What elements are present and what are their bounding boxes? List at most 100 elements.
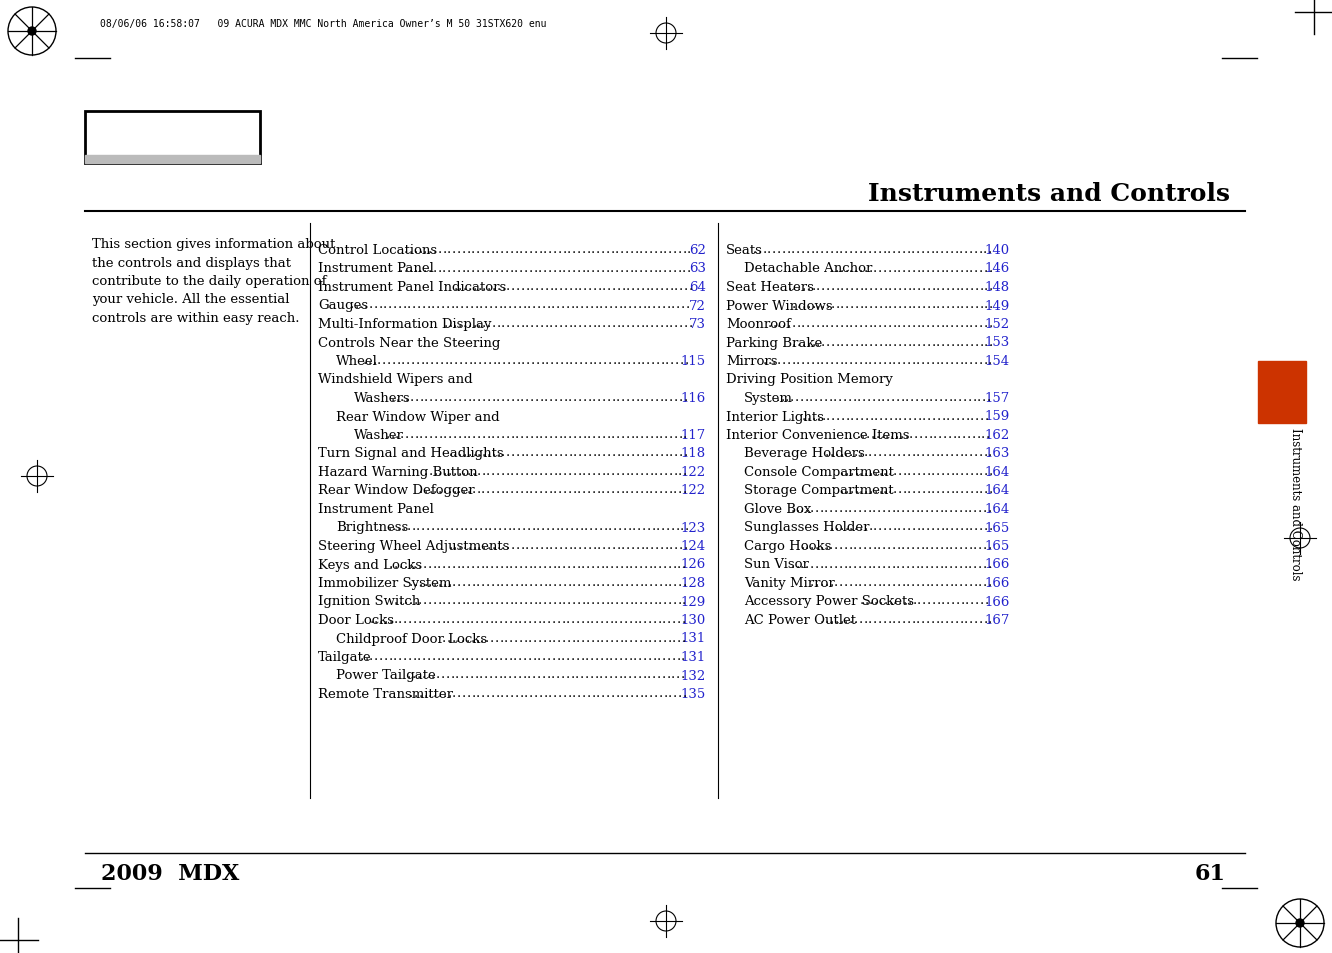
Text: AC Power Outlet: AC Power Outlet (745, 614, 856, 626)
Text: .: . (557, 649, 561, 662)
Text: .: . (472, 576, 476, 588)
Text: .: . (424, 464, 428, 477)
Text: .: . (657, 520, 661, 533)
Text: Instruments and Controls: Instruments and Controls (868, 182, 1229, 206)
Text: .: . (633, 649, 638, 662)
Text: .: . (679, 538, 683, 552)
Text: .: . (486, 446, 492, 459)
Text: .: . (562, 576, 567, 588)
Text: .: . (522, 520, 526, 533)
Text: .: . (594, 520, 598, 533)
Text: .: . (854, 243, 858, 255)
Text: .: . (859, 464, 863, 477)
Text: .: . (426, 649, 432, 662)
Text: .: . (519, 483, 523, 496)
Text: .: . (453, 464, 457, 477)
Text: .: . (935, 316, 940, 330)
Text: .: . (815, 354, 819, 367)
Text: .: . (887, 576, 891, 588)
Text: .: . (454, 354, 458, 367)
Text: .: . (896, 576, 900, 588)
Text: .: . (557, 594, 562, 607)
Text: .: . (492, 538, 496, 552)
Text: .: . (904, 428, 908, 440)
Text: .: . (687, 261, 691, 274)
Text: .: . (926, 446, 930, 459)
Text: .: . (390, 391, 394, 403)
Text: .: . (547, 631, 551, 644)
Text: .: . (647, 613, 653, 625)
Text: .: . (839, 538, 843, 552)
Text: .: . (453, 446, 457, 459)
Text: .: . (485, 261, 490, 274)
Text: .: . (848, 576, 852, 588)
Text: .: . (529, 243, 533, 255)
Text: System: System (745, 392, 793, 405)
Text: .: . (384, 649, 388, 662)
Text: .: . (855, 335, 859, 348)
Text: .: . (903, 594, 907, 607)
Text: .: . (519, 428, 525, 440)
Text: Interior Convenience Items: Interior Convenience Items (726, 429, 910, 441)
Text: .: . (462, 538, 468, 552)
Text: .: . (940, 613, 944, 625)
Text: .: . (414, 686, 418, 700)
Text: .: . (585, 298, 589, 312)
Text: Console Compartment: Console Compartment (745, 465, 894, 478)
Text: .: . (852, 538, 858, 552)
Text: 130: 130 (681, 614, 706, 626)
Text: .: . (476, 594, 480, 607)
Text: .: . (931, 464, 935, 477)
Text: .: . (573, 686, 577, 700)
Text: Controls Near the Steering: Controls Near the Steering (318, 336, 501, 349)
Text: .: . (374, 298, 378, 312)
Text: .: . (658, 261, 662, 274)
Text: .: . (983, 446, 988, 459)
Text: .: . (790, 557, 795, 570)
Text: .: . (621, 464, 625, 477)
Text: .: . (482, 391, 486, 403)
Text: .: . (940, 243, 944, 255)
Text: .: . (907, 298, 911, 312)
Text: .: . (782, 316, 786, 330)
Text: .: . (683, 280, 689, 293)
Text: .: . (679, 280, 683, 293)
Text: .: . (477, 428, 481, 440)
Text: .: . (665, 428, 669, 440)
Text: .: . (654, 428, 659, 440)
Text: .: . (398, 613, 402, 625)
Text: .: . (631, 280, 635, 293)
Text: .: . (979, 280, 983, 293)
Text: .: . (573, 280, 578, 293)
Text: .: . (635, 538, 639, 552)
Text: .: . (533, 557, 537, 570)
Text: .: . (408, 298, 412, 312)
Text: .: . (983, 613, 987, 625)
Text: .: . (821, 298, 826, 312)
Text: .: . (587, 316, 591, 330)
Text: 61: 61 (1195, 862, 1225, 884)
Text: 162: 162 (984, 429, 1010, 441)
Text: .: . (669, 538, 674, 552)
Text: .: . (979, 613, 983, 625)
Text: .: . (627, 520, 631, 533)
Text: .: . (509, 649, 513, 662)
Text: .: . (675, 354, 679, 367)
Text: .: . (445, 354, 449, 367)
Text: .: . (673, 594, 677, 607)
Text: .: . (634, 243, 638, 255)
Text: .: . (987, 538, 992, 552)
Text: .: . (844, 613, 848, 625)
Text: .: . (946, 409, 950, 422)
Text: .: . (883, 464, 887, 477)
Text: .: . (623, 613, 629, 625)
Text: .: . (879, 298, 883, 312)
Text: .: . (936, 298, 940, 312)
Text: .: . (418, 576, 422, 588)
Text: .: . (514, 631, 518, 644)
Text: .: . (892, 483, 896, 496)
Text: .: . (480, 668, 484, 680)
Text: .: . (481, 686, 485, 700)
Text: .: . (539, 464, 543, 477)
Text: .: . (682, 557, 686, 570)
